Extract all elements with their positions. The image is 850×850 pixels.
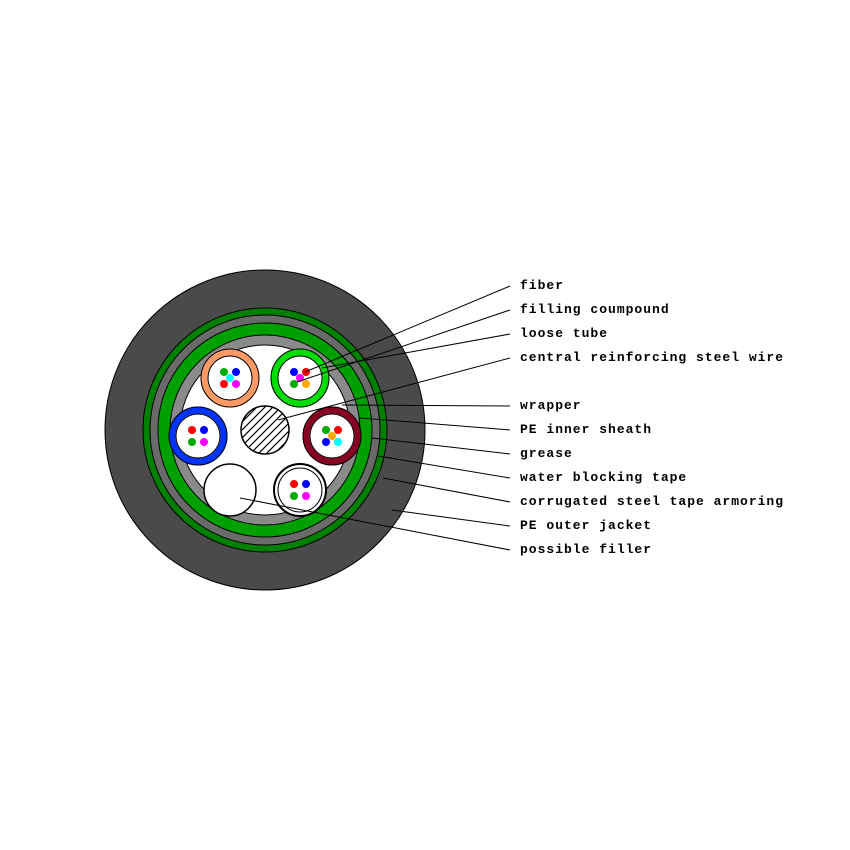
label-grease: grease	[520, 446, 573, 461]
loose-tube-red	[303, 407, 361, 465]
central-steel-wire	[241, 406, 289, 454]
label-outer-jacket: PE outer jacket	[520, 518, 652, 533]
label-fiber: fiber	[520, 278, 564, 293]
loose-tube-blue	[169, 407, 227, 465]
label-filler: possible filler	[520, 542, 652, 557]
loose-tube-green	[271, 349, 329, 407]
label-wrapper: wrapper	[520, 398, 582, 413]
loose-tube-white	[274, 464, 326, 516]
label-armoring: corrugated steel tape armoring	[520, 494, 784, 509]
label-loose-tube: loose tube	[520, 326, 608, 341]
label-water-tape: water blocking tape	[520, 470, 687, 485]
cable-diagram: fiber filling coumpound loose tube centr…	[0, 0, 850, 850]
label-inner-sheath: PE inner sheath	[520, 422, 652, 437]
label-filling-compound: filling coumpound	[520, 302, 670, 317]
label-central-wire: central reinforcing steel wire	[520, 350, 784, 365]
loose-tube-orange	[201, 349, 259, 407]
possible-filler-tube	[204, 464, 256, 516]
